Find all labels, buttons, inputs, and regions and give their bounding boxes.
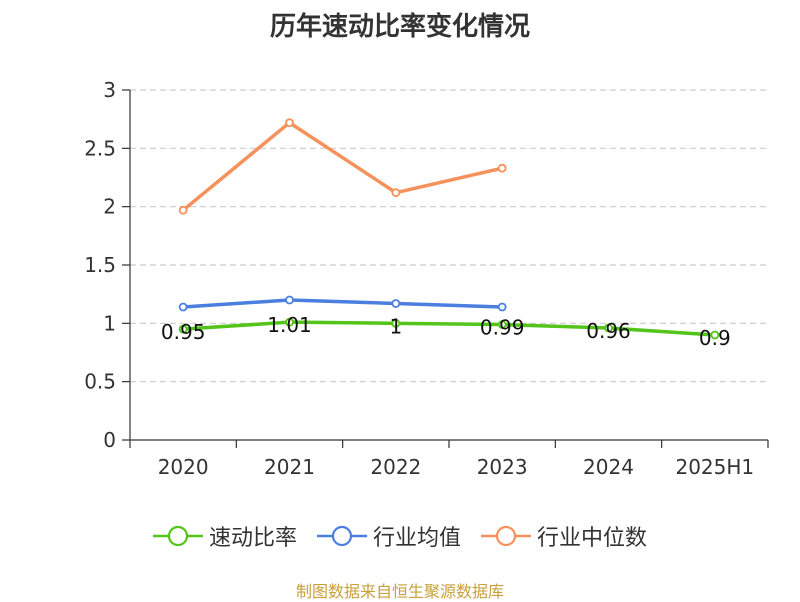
y-tick-label: 2 bbox=[103, 195, 116, 219]
data-point bbox=[710, 330, 720, 340]
data-point bbox=[178, 324, 188, 334]
data-point bbox=[285, 295, 294, 305]
legend-label: 行业均值 bbox=[372, 526, 461, 551]
legend-swatch bbox=[152, 525, 203, 547]
y-tick-label: 2.5 bbox=[84, 136, 116, 160]
chart-title: 历年速动比率变化情况 bbox=[269, 12, 530, 42]
legend-label: 行业中位数 bbox=[537, 526, 648, 551]
legend-swatch bbox=[316, 525, 367, 547]
x-tick-label: 2020 bbox=[158, 455, 209, 479]
gridlines bbox=[130, 89, 768, 383]
x-tick-label: 2021 bbox=[264, 455, 315, 479]
series-line bbox=[183, 320, 715, 337]
data-point bbox=[391, 299, 401, 308]
legend: 速动比率 行业均值 行业中位数 bbox=[0, 520, 800, 552]
data-point bbox=[497, 302, 507, 312]
data-label: 1.01 bbox=[267, 313, 312, 337]
series-line bbox=[182, 120, 503, 212]
data-point bbox=[391, 318, 401, 328]
y-tick-label: 1 bbox=[103, 311, 116, 335]
legend-item[interactable]: 行业均值 bbox=[316, 520, 461, 552]
source-note: 制图数据来自恒生聚源数据库 bbox=[295, 582, 504, 601]
data-point bbox=[178, 205, 188, 215]
data-point bbox=[604, 323, 613, 333]
x-tick-label: 2022 bbox=[370, 455, 421, 479]
data-point bbox=[178, 302, 188, 312]
data-label: 0.96 bbox=[586, 319, 631, 343]
axes: 0 0.5 1 1.5 2 2.5 3 2020 2021 2022 2023 2024 2025H1 bbox=[84, 78, 769, 479]
y-tick-label: 0 bbox=[103, 428, 116, 452]
series-points bbox=[178, 118, 720, 340]
legend-item[interactable]: 速动比率 bbox=[152, 520, 297, 552]
y-tick-label: 3 bbox=[103, 78, 116, 102]
legend-label: 速动比率 bbox=[208, 526, 297, 551]
data-label: 1 bbox=[389, 314, 402, 338]
y-tick-label: 1.5 bbox=[84, 253, 116, 277]
series-lines bbox=[182, 120, 715, 337]
data-label: 0.95 bbox=[161, 320, 206, 344]
data-label: 0.9 bbox=[699, 326, 731, 350]
data-point bbox=[391, 188, 401, 198]
x-tick-label: 2025H1 bbox=[675, 455, 754, 479]
x-tick-label: 2023 bbox=[477, 455, 528, 479]
data-label: 0.99 bbox=[480, 316, 525, 340]
data-labels: 0.95 1.01 1 0.99 0.96 0.9 bbox=[161, 313, 731, 350]
legend-swatch bbox=[481, 525, 531, 547]
y-tick-label: 0.5 bbox=[84, 370, 116, 394]
x-tick-label: 2024 bbox=[583, 455, 634, 479]
data-point bbox=[285, 118, 294, 128]
data-point bbox=[497, 320, 507, 329]
legend-item[interactable]: 行业中位数 bbox=[481, 520, 647, 552]
data-point bbox=[285, 317, 294, 327]
series-line bbox=[183, 298, 503, 309]
data-point bbox=[497, 163, 507, 173]
